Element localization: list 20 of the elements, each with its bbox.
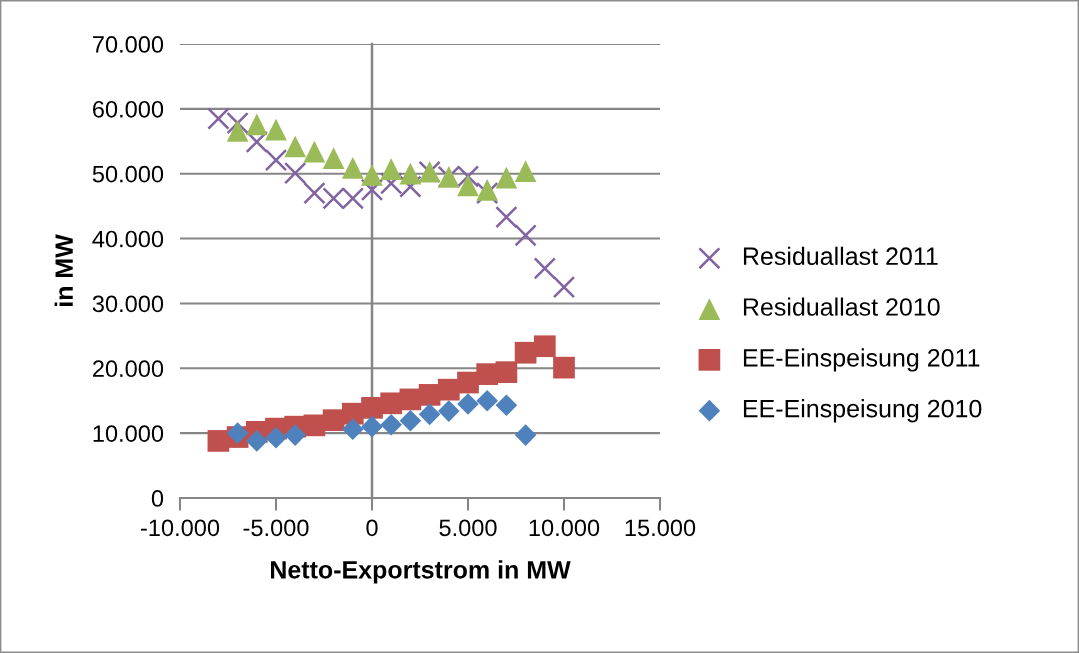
x-tick-label: -10.000 [141,519,220,537]
y-tick-label: 10.000 [93,425,164,442]
y-tick-label: 60.000 [93,100,164,118]
x-tick-label: 10.000 [529,519,600,537]
legend-label: EE-Einspeisung 2010 [743,399,982,423]
y-tick-label: 70.000 [93,36,164,53]
y-tick-label: 0 [151,490,164,507]
y-tick-label: 30.000 [92,295,164,313]
y-tick-label: 50.000 [92,165,164,183]
x-axis-title: Netto-Exportstrom in MW [270,560,571,584]
x-tick-label: 5.000 [439,519,497,537]
x-tick-label: 15.000 [625,519,696,537]
legend-label: Residuallast 2010 [743,297,940,316]
y-tick-label: 40.000 [92,230,164,248]
x-tick-label: -5.000 [243,519,309,537]
x-tick-label: 0 [366,519,378,537]
y-tick-label: 20.000 [93,360,164,378]
legend-label: Residuallast 2011 [743,246,938,266]
legend-label: EE-Einspeisung 2011 [743,348,980,372]
y-axis-title: in MW [54,234,73,307]
